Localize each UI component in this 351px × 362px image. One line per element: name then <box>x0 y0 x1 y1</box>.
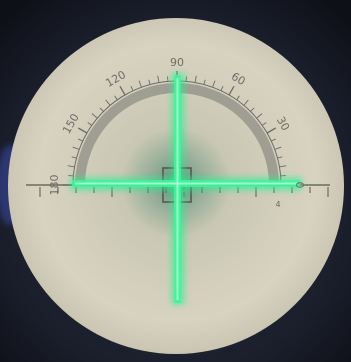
protractor-tick <box>212 80 216 88</box>
protractor-tick <box>271 138 276 142</box>
horizontal-scale-label: 4 <box>275 200 280 209</box>
protractor-tick <box>105 99 111 106</box>
protractor-tick <box>78 138 83 142</box>
protractor-label: 60 <box>229 70 248 88</box>
protractor-tick <box>261 122 267 126</box>
protractor-label: 30 <box>274 114 292 133</box>
protractor-tick <box>277 156 283 159</box>
protractor-tick <box>148 79 151 85</box>
protractor-tick <box>119 85 126 96</box>
protractor-tick <box>87 122 93 126</box>
protractor-label: 90 <box>170 56 184 69</box>
protractor-label: 180 <box>48 175 61 196</box>
protractor-tick <box>114 95 118 101</box>
protractor-tick <box>243 99 249 106</box>
protractor-tick <box>67 165 75 168</box>
protractor-tick <box>236 95 240 101</box>
protractor-label: 0 <box>293 182 306 189</box>
protractor-tick <box>256 113 263 119</box>
protractor-tick <box>228 85 235 96</box>
protractor-tick <box>71 156 77 159</box>
protractor-tick <box>266 127 277 134</box>
protractor-tick <box>157 75 160 83</box>
protractor-tick <box>203 79 206 85</box>
protractor-tick <box>220 86 224 91</box>
protractor-tick <box>130 86 134 91</box>
protractor-tick <box>194 75 197 83</box>
protractor-tick <box>99 107 104 112</box>
protractor-tick <box>250 107 255 112</box>
protractor-tick <box>279 165 287 168</box>
protractor-tick <box>91 113 98 119</box>
protractor-tick <box>72 146 80 150</box>
protractor-tick <box>274 146 282 150</box>
crosshair <box>70 73 302 305</box>
protractor-tick <box>138 80 142 88</box>
protractor-tick <box>77 127 88 134</box>
